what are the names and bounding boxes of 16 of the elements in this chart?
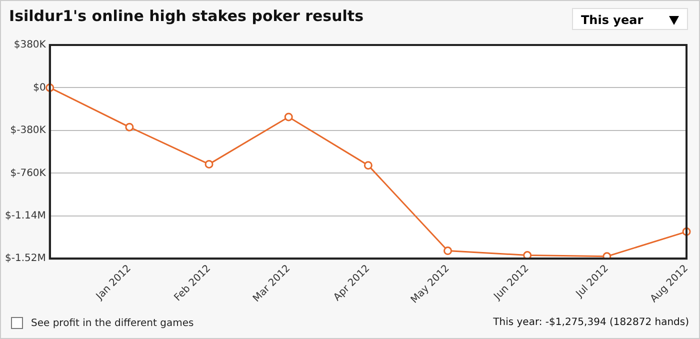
y-tick-label: $380K [14,40,46,51]
chart-title: Isildur1's online high stakes poker results [9,7,364,25]
y-tick-label: $-760K [10,168,46,179]
point [204,160,214,168]
y-tick-label: $0 [33,82,46,94]
y-tick-label: $-1.52M [4,253,46,264]
text: This year: -$1,275,394 (182872 hands) [493,317,689,328]
point [523,251,532,259]
point [364,161,372,170]
point [284,112,293,122]
text: This year [581,13,644,27]
point [444,246,452,256]
text: See profit in the different games [31,318,194,328]
point [125,122,134,132]
y-tick-label: $-380K [10,125,46,136]
y-tick-label: $-1.14M [4,210,46,222]
